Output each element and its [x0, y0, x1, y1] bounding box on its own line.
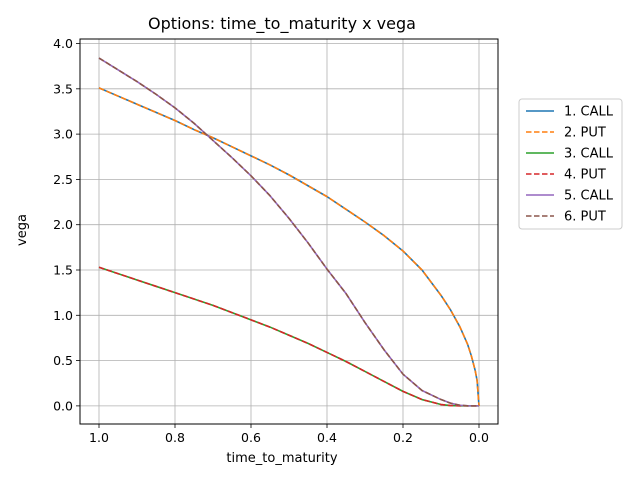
y-tick-label: 0.0 — [53, 398, 73, 413]
x-tick-label: 0.0 — [469, 430, 489, 445]
series-line-6 — [98, 57, 479, 407]
y-tick-label: 1.0 — [53, 308, 73, 323]
series-line-5 — [98, 57, 479, 407]
legend-label-1: 1. CALL — [564, 105, 614, 120]
x-tick-label: 0.6 — [241, 430, 261, 445]
series-lines — [98, 57, 480, 407]
y-axis-ticks: 0.0 0.5 1.0 1.5 2.0 2.5 3.0 3.5 4.0 — [53, 36, 80, 413]
plot-frame — [79, 38, 499, 425]
y-tick-label: 3.0 — [53, 127, 73, 142]
y-tick-label: 1.5 — [53, 263, 73, 278]
x-axis-label: time_to_maturity — [226, 451, 337, 466]
y-tick-label: 4.0 — [53, 36, 73, 51]
legend-label-2: 2. PUT — [564, 126, 606, 141]
x-tick-label: 0.4 — [317, 430, 337, 445]
y-tick-label: 2.0 — [53, 217, 73, 232]
x-tick-label: 0.2 — [393, 430, 413, 445]
series-line-2 — [98, 87, 480, 406]
legend-label-6: 6. PUT — [564, 210, 606, 225]
x-tick-label: 0.8 — [165, 430, 185, 445]
y-tick-label: 3.5 — [53, 81, 73, 96]
x-axis-ticks: 1.0 0.8 0.6 0.4 0.2 0.0 — [89, 424, 489, 445]
y-axis-label: vega — [15, 214, 30, 246]
x-tick-label: 1.0 — [89, 430, 109, 445]
grid-lines — [80, 39, 498, 424]
chart-title: Options: time_to_maturity x vega — [148, 14, 416, 34]
series-line-3 — [98, 266, 479, 407]
legend-label-4: 4. PUT — [564, 168, 606, 183]
legend-label-5: 5. CALL — [564, 189, 614, 204]
legend-label-3: 3. CALL — [564, 147, 614, 162]
legend: 1. CALL 2. PUT 3. CALL 4. PUT 5. CALL 6. PUT — [518, 98, 623, 230]
y-tick-label: 0.5 — [53, 353, 73, 368]
y-tick-label: 2.5 — [53, 172, 73, 187]
series-line-4 — [98, 266, 479, 407]
series-line-1 — [98, 87, 480, 406]
